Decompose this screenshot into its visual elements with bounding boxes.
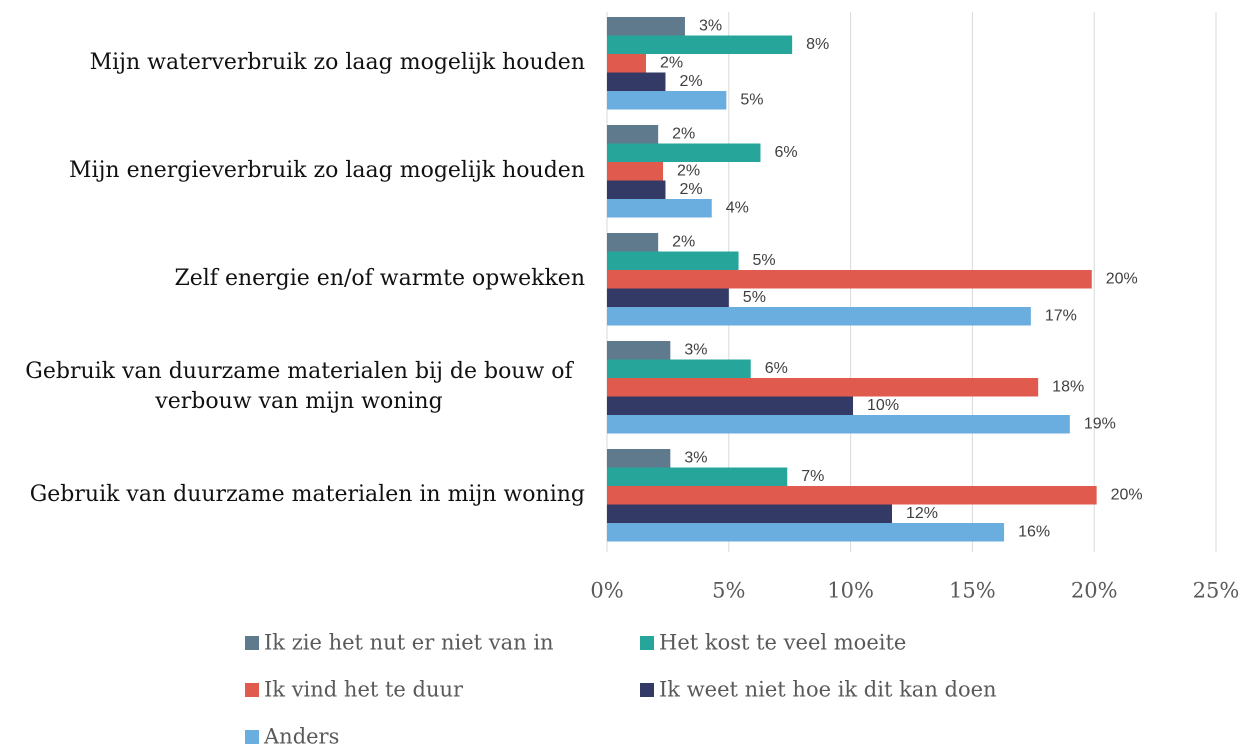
bar bbox=[607, 307, 1031, 326]
bar bbox=[607, 125, 659, 144]
bar bbox=[607, 396, 854, 415]
value-label: 16% bbox=[1018, 523, 1050, 540]
bar bbox=[607, 504, 893, 523]
bar bbox=[607, 180, 666, 199]
bar bbox=[607, 378, 1039, 397]
value-label: 2% bbox=[679, 73, 702, 90]
value-label: 3% bbox=[684, 449, 707, 466]
value-label: 19% bbox=[1084, 415, 1116, 432]
value-label: 10% bbox=[867, 397, 899, 414]
value-label: 12% bbox=[906, 505, 938, 522]
category-label: Gebruik van duurzame materialen in mijn … bbox=[29, 482, 585, 508]
x-tick-label: 10% bbox=[827, 579, 874, 603]
legend-swatch bbox=[640, 683, 654, 697]
bar bbox=[607, 162, 664, 181]
bar bbox=[607, 17, 685, 36]
value-label: 3% bbox=[684, 341, 707, 358]
bar bbox=[607, 251, 739, 270]
value-label: 6% bbox=[774, 144, 797, 161]
x-tick-label: 20% bbox=[1071, 579, 1118, 603]
value-label: 2% bbox=[672, 233, 695, 250]
bar bbox=[607, 288, 729, 307]
x-tick-label: 25% bbox=[1193, 579, 1240, 603]
bar bbox=[607, 199, 712, 218]
category-label: Mijn energieverbruik zo laag mogelijk ho… bbox=[69, 158, 585, 184]
category-label: Gebruik van duurzame materialen bij de b… bbox=[25, 359, 573, 415]
bar bbox=[607, 341, 671, 360]
bar bbox=[607, 486, 1097, 505]
value-label: 2% bbox=[677, 162, 700, 179]
bar bbox=[607, 35, 793, 54]
bar bbox=[607, 233, 659, 252]
bar bbox=[607, 359, 751, 378]
bar bbox=[607, 523, 1005, 542]
value-label: 4% bbox=[726, 199, 749, 216]
value-label: 17% bbox=[1045, 307, 1077, 324]
value-label: 8% bbox=[806, 36, 829, 53]
bar bbox=[607, 270, 1092, 289]
bar bbox=[607, 467, 788, 486]
legend-label: Ik zie het nut er niet van in bbox=[264, 631, 554, 655]
value-label: 20% bbox=[1106, 270, 1138, 287]
bar bbox=[607, 72, 666, 91]
value-label: 20% bbox=[1111, 486, 1143, 503]
legend-swatch bbox=[640, 636, 654, 650]
x-tick-label: 0% bbox=[590, 579, 623, 603]
x-tick-label: 5% bbox=[712, 579, 745, 603]
value-label: 7% bbox=[801, 468, 824, 485]
value-label: 5% bbox=[753, 252, 776, 269]
value-label: 3% bbox=[699, 17, 722, 34]
category-label: Zelf energie en/of warmte opwekken bbox=[174, 266, 585, 292]
value-label: 2% bbox=[679, 181, 702, 198]
value-label: 2% bbox=[672, 125, 695, 142]
x-tick-label: 15% bbox=[949, 579, 996, 603]
legend-label: Het kost te veel moeite bbox=[659, 631, 906, 655]
bar bbox=[607, 415, 1070, 434]
value-label: 6% bbox=[765, 360, 788, 377]
value-label: 2% bbox=[660, 54, 683, 71]
value-label: 5% bbox=[743, 289, 766, 306]
bar bbox=[607, 143, 761, 162]
category-label: Mijn waterverbruik zo laag mogelijk houd… bbox=[89, 50, 585, 76]
bar bbox=[607, 91, 727, 110]
legend-swatch bbox=[245, 730, 259, 744]
legend-swatch bbox=[245, 683, 259, 697]
bar bbox=[607, 54, 646, 73]
legend-label: Anders bbox=[263, 725, 339, 749]
bar bbox=[607, 449, 671, 468]
legend-label: Ik vind het te duur bbox=[264, 678, 464, 702]
legend-label: Ik weet niet hoe ik dit kan doen bbox=[659, 678, 997, 702]
value-label: 18% bbox=[1052, 378, 1084, 395]
value-label: 5% bbox=[740, 91, 763, 108]
legend-swatch bbox=[245, 636, 259, 650]
